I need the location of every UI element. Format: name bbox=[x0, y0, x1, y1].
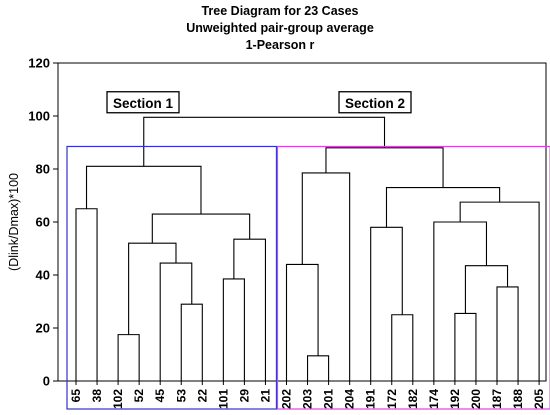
dendrogram-link-m5 bbox=[222, 278, 245, 381]
dendrogram-link-m2 bbox=[180, 303, 203, 381]
leaf-label: 182 bbox=[406, 389, 420, 409]
section-box-2 bbox=[276, 145, 550, 410]
leaf-label: 203 bbox=[301, 389, 315, 409]
section-box-1 bbox=[66, 145, 278, 410]
dendrogram-link-m13 bbox=[391, 314, 414, 381]
y-tick-label: 60 bbox=[36, 215, 50, 230]
leaf-label: 200 bbox=[469, 389, 483, 409]
chart-title-line-1: Tree Diagram for 23 Cases bbox=[201, 4, 358, 18]
leaf-label: 65 bbox=[69, 389, 83, 403]
dendrogram-link-m20 bbox=[385, 187, 501, 228]
leaf-label: 21 bbox=[258, 389, 272, 403]
dendrogram-link-m14 bbox=[370, 226, 403, 381]
dendrogram-link-m3 bbox=[159, 262, 193, 381]
y-tick-label: 100 bbox=[28, 109, 50, 124]
y-tick-label: 80 bbox=[36, 162, 50, 177]
y-tick-label: 20 bbox=[36, 321, 50, 336]
leaf-label: 192 bbox=[448, 389, 462, 409]
section-label-2: Section 2 bbox=[345, 96, 405, 111]
dendrogram-link-m17 bbox=[464, 265, 509, 314]
leaf-label: 45 bbox=[153, 389, 167, 403]
leaf-label: 187 bbox=[490, 389, 504, 409]
dendrogram-link-m4 bbox=[128, 242, 177, 335]
dendrogram-link-m1 bbox=[117, 334, 140, 381]
leaf-label: 29 bbox=[237, 389, 251, 403]
leaf-label: 191 bbox=[364, 389, 378, 409]
dendrogram-link-m21 bbox=[325, 147, 444, 188]
dendrogram-link-m19 bbox=[459, 201, 540, 381]
chart-title-line-3: 1-Pearson r bbox=[246, 38, 315, 52]
section-label-1: Section 1 bbox=[113, 96, 174, 111]
dendrogram-link-m22 bbox=[143, 116, 386, 167]
leaf-label: 174 bbox=[427, 389, 441, 409]
leaf-label: 101 bbox=[216, 389, 230, 409]
dendrogram-link-m10 bbox=[307, 355, 330, 381]
dendrogram-link-m8 bbox=[75, 208, 98, 381]
dendrogram-link-m9 bbox=[85, 165, 202, 215]
dendrogram-link-m12 bbox=[301, 172, 351, 381]
y-tick-label: 0 bbox=[43, 374, 50, 389]
leaf-label: 205 bbox=[532, 389, 546, 409]
leaf-label: 201 bbox=[322, 389, 336, 409]
y-axis-label: (Dlink/Dmax)*100 bbox=[7, 173, 21, 271]
dendrogram-link-m11 bbox=[285, 263, 319, 381]
section-label-box-1 bbox=[106, 91, 180, 114]
dendrogram-link-m16 bbox=[496, 286, 519, 381]
leaf-label: 53 bbox=[174, 389, 188, 403]
y-tick-label: 40 bbox=[36, 268, 50, 283]
leaf-label: 22 bbox=[195, 389, 209, 403]
section-label-box-2 bbox=[338, 91, 412, 114]
leaf-label: 204 bbox=[343, 389, 357, 409]
leaf-label: 102 bbox=[111, 389, 125, 409]
dendrogram-link-m18 bbox=[433, 221, 488, 381]
leaf-label: 38 bbox=[90, 389, 104, 403]
chart-title-line-2: Unweighted pair-group average bbox=[186, 21, 374, 35]
leaf-label: 52 bbox=[132, 389, 146, 403]
dendrogram-link-m6 bbox=[233, 238, 266, 381]
leaf-label: 188 bbox=[511, 389, 525, 409]
leaf-label: 172 bbox=[385, 389, 399, 409]
leaf-label: 202 bbox=[280, 389, 294, 409]
y-tick-label: 120 bbox=[28, 56, 50, 71]
dendrogram-link-m15 bbox=[454, 312, 477, 381]
